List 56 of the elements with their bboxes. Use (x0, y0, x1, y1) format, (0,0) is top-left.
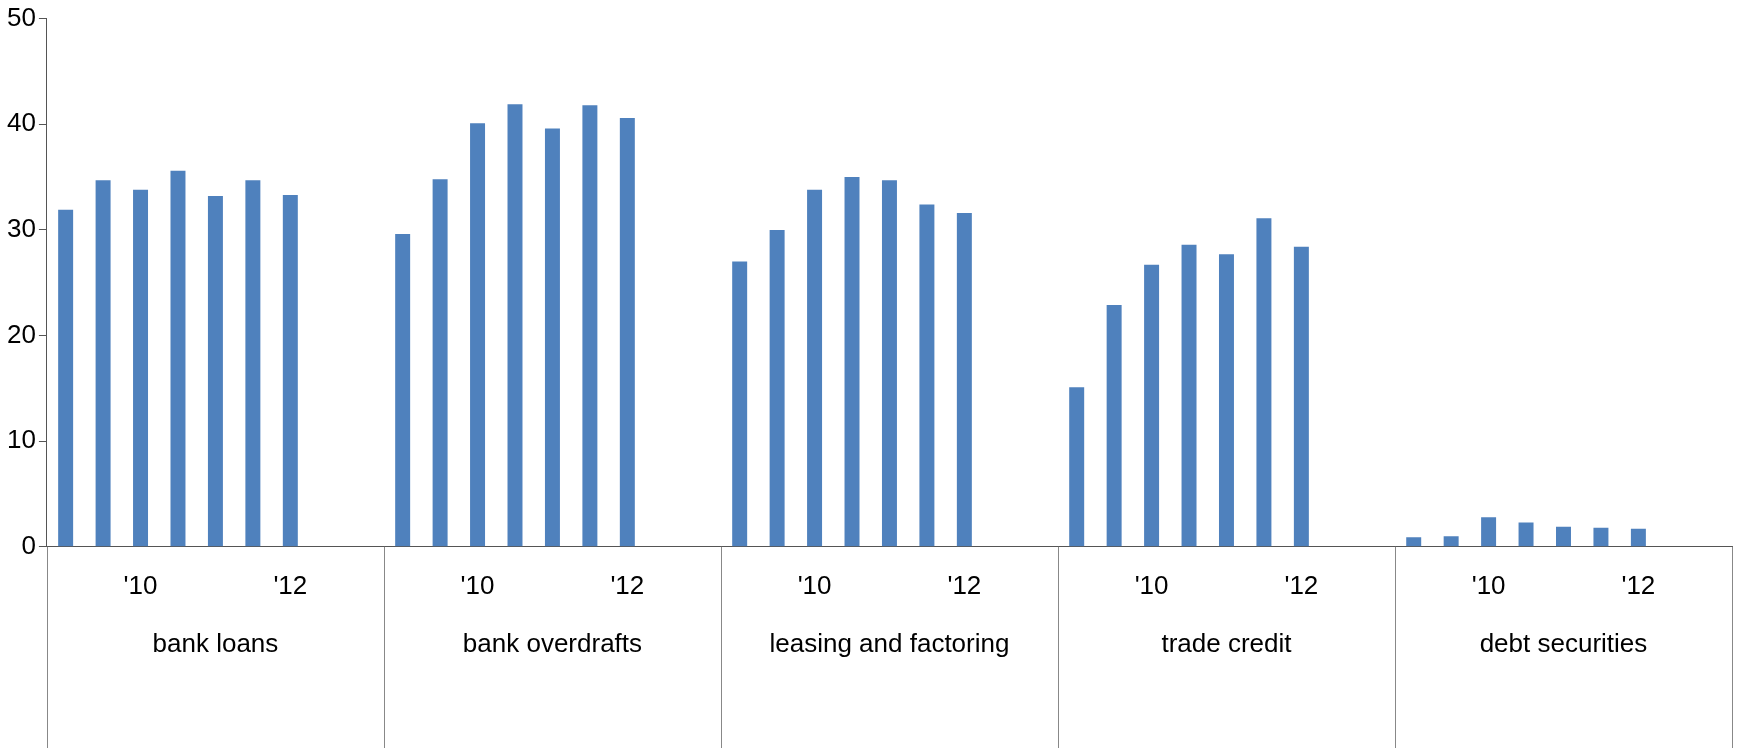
bar (395, 234, 411, 547)
bar (844, 177, 860, 547)
bar (1069, 387, 1085, 547)
y-tick-label: 40 (7, 107, 36, 138)
series-label: '12 (610, 569, 645, 600)
text: '10 (1471, 569, 1506, 600)
bar (582, 105, 598, 547)
bar (470, 123, 486, 547)
text: '12 (947, 569, 982, 600)
text: '10 (460, 569, 495, 600)
series-label: '10 (1134, 569, 1169, 600)
bar (58, 209, 74, 547)
bar (1218, 254, 1234, 547)
x-tick-label: leasing and factoring (769, 627, 1010, 658)
bar (919, 204, 935, 547)
bar (1144, 264, 1160, 547)
bar (1593, 527, 1609, 547)
bar (1106, 304, 1122, 547)
x-tick-label: bank loans (152, 627, 279, 658)
bar (507, 104, 523, 547)
text: '12 (273, 569, 308, 600)
y-tick-label: 10 (7, 424, 36, 455)
text: '10 (797, 569, 832, 600)
bar (1630, 528, 1646, 547)
bar (1518, 522, 1534, 547)
bar (769, 229, 785, 547)
bar (432, 179, 448, 547)
text: '12 (1284, 569, 1319, 600)
bar (1443, 536, 1459, 547)
bar (1293, 246, 1309, 547)
text: '12 (1621, 569, 1656, 600)
bar (282, 195, 298, 547)
x-tick-label: debt securities (1479, 627, 1648, 658)
bar (732, 261, 748, 547)
y-tick-label: 20 (7, 318, 36, 349)
bar (170, 170, 186, 547)
bar (544, 128, 560, 547)
bar (1256, 218, 1272, 547)
bar (881, 180, 897, 547)
bar (95, 180, 111, 547)
y-tick-label: 0 (21, 529, 36, 560)
bar (207, 196, 223, 547)
bar (133, 189, 149, 547)
bar (1406, 537, 1422, 547)
text: '10 (123, 569, 158, 600)
bar (245, 180, 261, 547)
bar (1181, 244, 1197, 547)
bar (807, 189, 823, 547)
x-tick-label: trade credit (1161, 627, 1293, 658)
y-tick-label: 50 (7, 1, 36, 32)
bar (1481, 517, 1497, 547)
x-tick-label: bank overdrafts (462, 627, 643, 658)
bar (1556, 526, 1571, 547)
bar (619, 117, 635, 547)
bar (956, 212, 972, 547)
y-tick-label: 30 (7, 213, 36, 244)
